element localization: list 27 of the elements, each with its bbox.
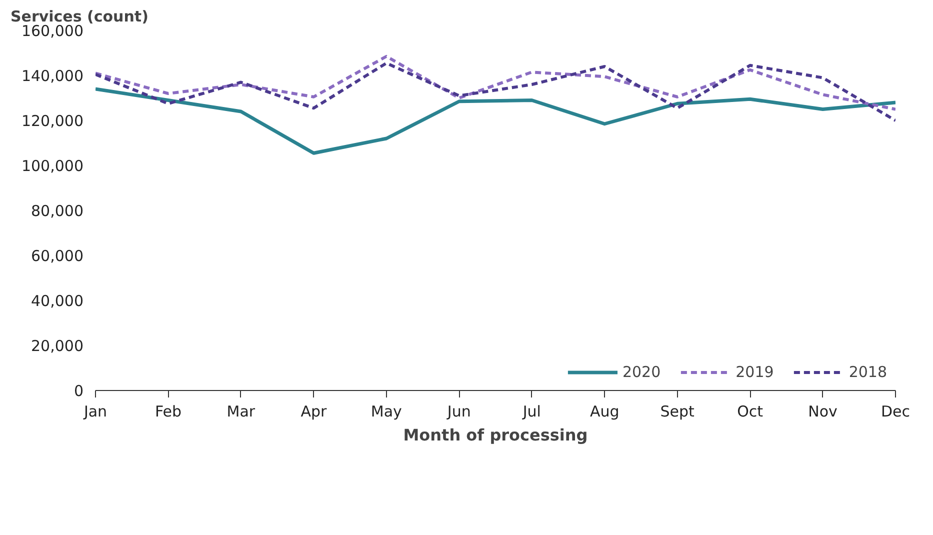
x-tick-label: Jan — [82, 402, 108, 420]
y-tick-label: 40,000 — [31, 292, 84, 310]
y-tick-label: 100,000 — [21, 157, 84, 175]
x-tick-label: May — [370, 402, 402, 420]
y-tick-label: 80,000 — [31, 202, 84, 220]
legend-label: 2019 — [736, 363, 774, 381]
x-tick-label: Jun — [446, 402, 471, 420]
x-tick-label: Sept — [660, 402, 695, 420]
y-tick-label: 60,000 — [31, 247, 84, 265]
legend-label: 2018 — [848, 363, 887, 381]
x-tick-label: Oct — [737, 402, 764, 420]
y-tick-label: 120,000 — [21, 112, 84, 130]
x-tick-label: Jul — [522, 402, 541, 420]
x-axis-title: Month of processing — [403, 426, 588, 444]
x-tick-label: Dec — [880, 402, 910, 420]
x-tick-label: Nov — [808, 402, 838, 420]
legend-label: 2020 — [622, 363, 661, 381]
line-series — [96, 87, 896, 155]
x-tick-label: Apr — [300, 402, 328, 420]
y-tick-label: 0 — [74, 382, 84, 400]
line-series — [96, 54, 896, 111]
x-tick-label: Feb — [154, 402, 182, 420]
y-tick-label: 140,000 — [21, 67, 84, 85]
x-tick-label: Mar — [226, 402, 256, 420]
line-series — [96, 62, 896, 122]
x-tick-label: Aug — [590, 402, 620, 420]
y-tick-label: 20,000 — [31, 337, 84, 355]
